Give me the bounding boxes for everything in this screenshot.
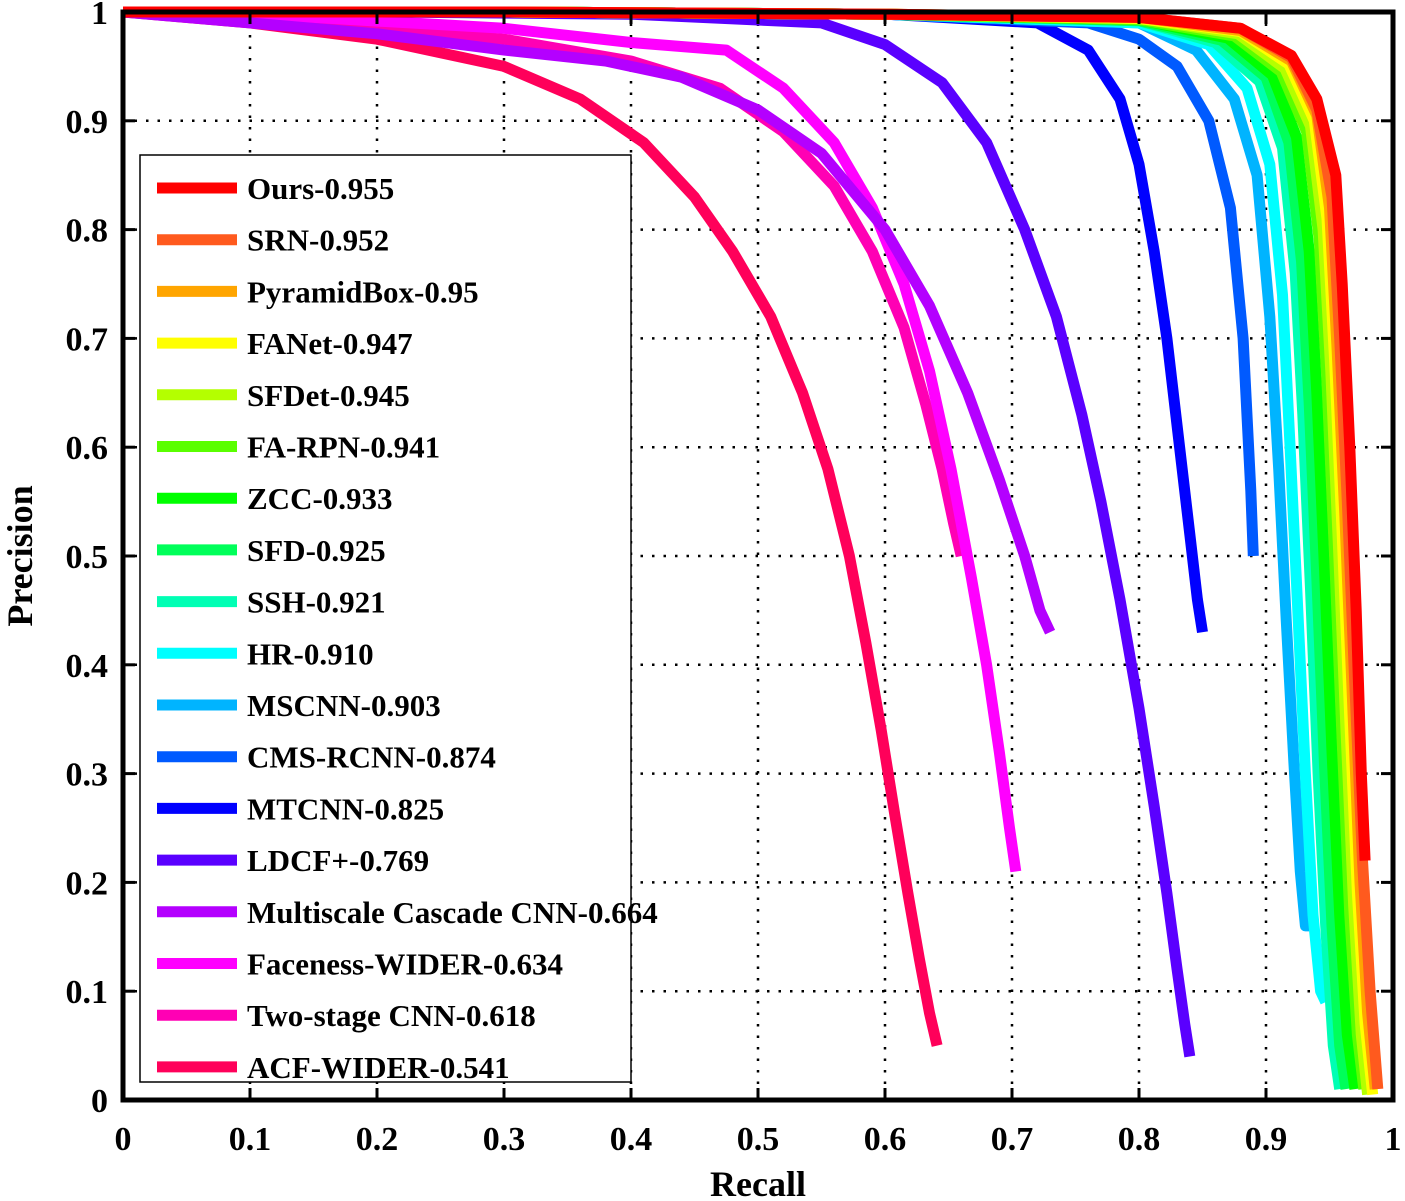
y-tick-label: 0.7 [66,321,109,358]
series-line [122,6,943,1047]
series-line [122,6,967,558]
x-tick-label: 0 [115,1121,132,1158]
legend-label: Multiscale Cascade CNN-0.664 [247,895,658,930]
legend-label: MSCNN-0.903 [247,688,441,723]
legend-label: PyramidBox-0.95 [247,274,479,309]
x-axis-title: Recall [710,1164,806,1201]
y-tick-label: 0.1 [66,974,109,1011]
x-tick-label: 0.2 [356,1121,399,1158]
x-tick-label: 0.7 [991,1121,1034,1158]
legend-label: SRN-0.952 [247,223,389,258]
series-line [122,6,1056,635]
legend-label: SFDet-0.945 [247,378,410,413]
legend-label: ACF-WIDER-0.541 [247,1050,510,1085]
y-axis-title: Precision [0,485,40,626]
x-tick-label: 0.8 [1118,1121,1161,1158]
y-tick-label: 1 [91,0,108,32]
legend-label: Two-stage CNN-0.618 [247,998,536,1033]
legend-label: FANet-0.947 [247,326,413,361]
y-tick-label: 0.8 [66,213,109,250]
x-tick-label: 0.3 [483,1121,526,1158]
legend-label: LDCF+-0.769 [247,843,429,878]
legend-label: Ours-0.955 [247,171,394,206]
legend: Ours-0.955 SRN-0.952 PyramidBox-0.95 FANet-… [139,154,658,1085]
axis-ticks: 0 0.1 0.2 0.3 0.4 0.5 0.6 0.7 0.8 0.9 1 0 0.1 0.2 0.3 0… [66,0,1402,1158]
y-tick-label: 0.3 [66,757,109,794]
x-tick-label: 0.4 [610,1121,653,1158]
y-tick-label: 0.9 [66,104,109,141]
legend-box [139,154,632,1083]
x-tick-label: 0.9 [1245,1121,1288,1158]
y-tick-label: 0.6 [66,430,109,467]
y-tick-label: 0 [91,1083,108,1120]
legend-label: ZCC-0.933 [247,481,393,516]
legend-label: HR-0.910 [247,636,374,671]
legend-label: SSH-0.921 [247,585,386,620]
legend-label: MTCNN-0.825 [247,791,444,826]
legend-label: Faceness-WIDER-0.634 [247,947,563,982]
y-tick-label: 0.5 [66,539,109,576]
series-line [123,6,1196,1058]
x-tick-label: 0.1 [229,1121,272,1158]
x-tick-label: 0.6 [864,1121,907,1158]
y-tick-label: 0.2 [66,865,109,902]
y-tick-label: 0.4 [66,648,109,685]
legend-label: FA-RPN-0.941 [247,430,440,465]
x-tick-label: 1 [1385,1121,1402,1158]
x-tick-label: 0.5 [737,1121,780,1158]
legend-label: SFD-0.925 [247,533,386,568]
legend-label: CMS-RCNN-0.874 [247,740,496,775]
